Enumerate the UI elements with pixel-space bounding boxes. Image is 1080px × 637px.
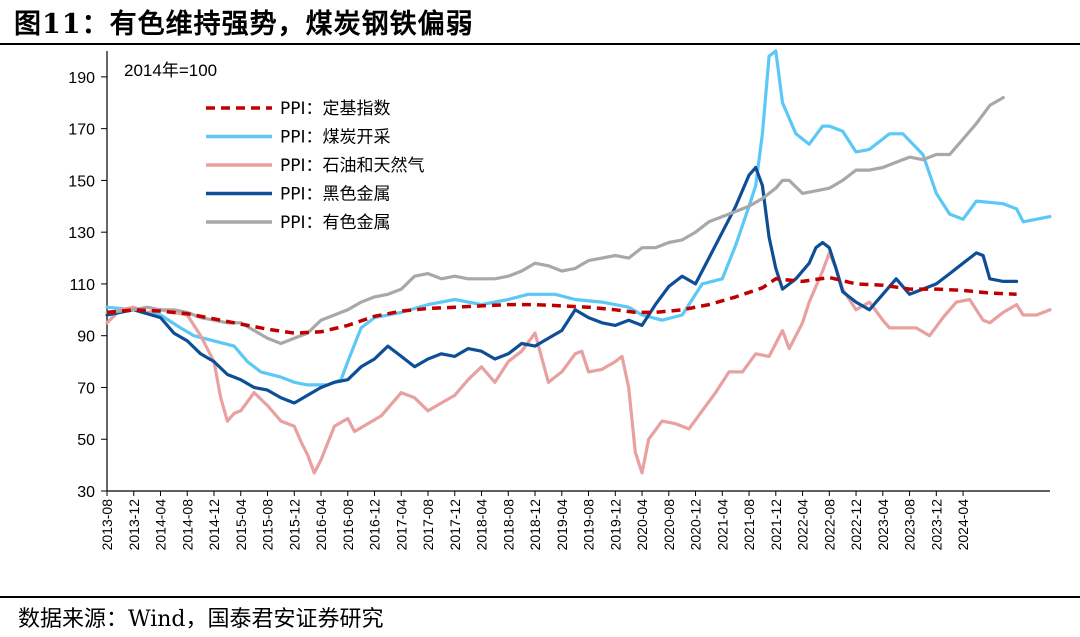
series-line-2	[105, 251, 1052, 475]
x-tick-label: 2013-12	[126, 499, 142, 551]
series-line-0	[106, 275, 1017, 335]
x-tick-label: 2017-04	[393, 499, 409, 551]
x-tick-label: 2016-04	[313, 499, 329, 551]
legend-label-1: PPI：煤炭开采	[280, 128, 391, 148]
x-tick-label: 2023-12	[928, 499, 944, 551]
chart-title: 图11：有色维持强势，煤炭钢铁偏弱	[14, 9, 474, 40]
x-tick-label: 2018-04	[474, 499, 490, 551]
x-tick-label: 2021-04	[714, 499, 730, 551]
legend: PPI：定基指数 PPI：煤炭开采 PPI：石油和天然气 PPI：黑色金属 PPI：有色…	[206, 99, 425, 233]
y-tick-label: 190	[68, 70, 95, 87]
series-line-1	[105, 49, 1052, 387]
x-tick-label: 2021-12	[768, 499, 784, 551]
legend-label-0: PPI：定基指数	[280, 99, 391, 119]
x-tick-label: 2023-08	[902, 499, 918, 551]
series-line-3	[105, 165, 1019, 405]
y-tick-label: 30	[77, 484, 95, 501]
series-lines	[105, 49, 1052, 475]
y-tick-label: 50	[77, 432, 95, 449]
series-line-4	[105, 96, 1005, 346]
y-tick-label: 110	[69, 277, 95, 294]
source-divider	[0, 596, 1080, 598]
y-tick-label: 130	[68, 225, 95, 242]
chart-axes: 30 50 70 90 110 130 150 170 190 2013-08 2013-12 201…	[68, 51, 1050, 550]
legend-label-3: PPI：黑色金属	[280, 185, 391, 205]
data-source: 数据来源：Wind，国泰君安证券研究	[18, 607, 384, 632]
x-tick-label: 2022-08	[821, 499, 837, 551]
x-tick-label: 2015-04	[233, 499, 249, 551]
x-tick-label: 2019-12	[607, 499, 623, 551]
x-tick-label: 2014-08	[179, 499, 195, 551]
x-tick-label: 2018-12	[527, 499, 543, 551]
x-tick-label: 2024-04	[955, 499, 971, 551]
x-tick-label: 2017-12	[447, 499, 463, 551]
y-tick-label: 170	[68, 122, 95, 139]
x-tick-label: 2021-08	[741, 499, 757, 551]
x-tick-label: 2023-04	[875, 499, 891, 551]
x-tick-label: 2022-12	[848, 499, 864, 551]
title-divider	[0, 43, 1080, 45]
x-tick-label: 2014-04	[153, 499, 169, 551]
y-tick-label: 70	[77, 380, 95, 397]
x-tick-label: 2014-12	[206, 499, 222, 551]
x-tick-label: 2018-08	[500, 499, 516, 551]
x-tick-label: 2022-04	[795, 499, 811, 551]
unit-label: 2014年=100	[124, 61, 217, 80]
legend-label-4: PPI：有色金属	[280, 213, 391, 233]
x-tick-label: 2016-08	[340, 499, 356, 551]
x-tick-label: 2020-04	[634, 499, 650, 551]
y-tick-label: 150	[68, 173, 95, 190]
x-tick-label: 2016-12	[367, 499, 383, 551]
x-tick-label: 2015-12	[286, 499, 302, 551]
x-tick-label: 2015-08	[260, 499, 276, 551]
x-tick-label: 2017-08	[420, 499, 436, 551]
x-tick-label: 2019-04	[554, 499, 570, 551]
x-tick-label: 2020-12	[688, 499, 704, 551]
x-tick-label: 2020-08	[661, 499, 677, 551]
legend-label-2: PPI：石油和天然气	[280, 156, 425, 176]
x-tick-label: 2013-08	[99, 499, 115, 551]
y-tick-label: 90	[77, 329, 95, 346]
x-tick-label: 2019-08	[581, 499, 597, 551]
